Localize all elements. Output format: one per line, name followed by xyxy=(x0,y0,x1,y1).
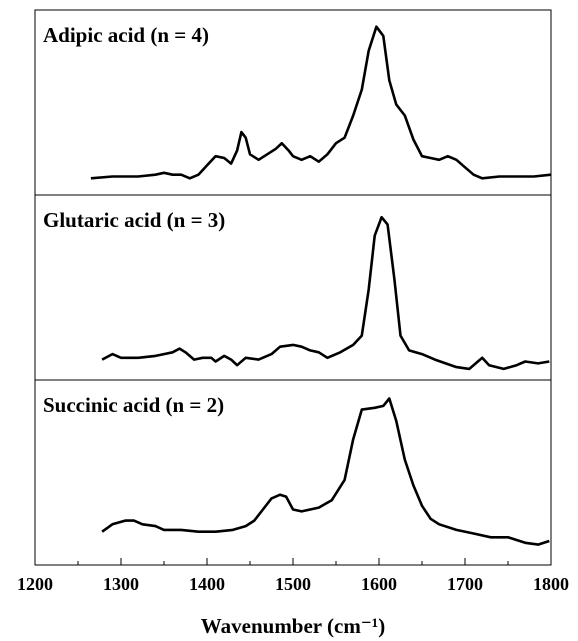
x-axis-label: Wavenumber (cm⁻¹) xyxy=(201,614,385,638)
spectrum-line xyxy=(101,397,550,546)
x-tick-label: 1700 xyxy=(447,574,483,594)
panel-title: Adipic acid (n = 4) xyxy=(43,23,209,47)
panel-title: Glutaric acid (n = 3) xyxy=(43,208,225,232)
x-tick-label: 1200 xyxy=(17,574,53,594)
x-tick-label: 1800 xyxy=(533,574,569,594)
x-tick-label: 1400 xyxy=(189,574,225,594)
x-tick-label: 1300 xyxy=(103,574,139,594)
plot-frame xyxy=(34,9,552,566)
x-tick-label: 1600 xyxy=(361,574,397,594)
spectrum-line xyxy=(90,25,552,180)
spectrum-line xyxy=(101,215,550,371)
x-tick-label: 1500 xyxy=(275,574,311,594)
panel-title: Succinic acid (n = 2) xyxy=(43,393,224,417)
